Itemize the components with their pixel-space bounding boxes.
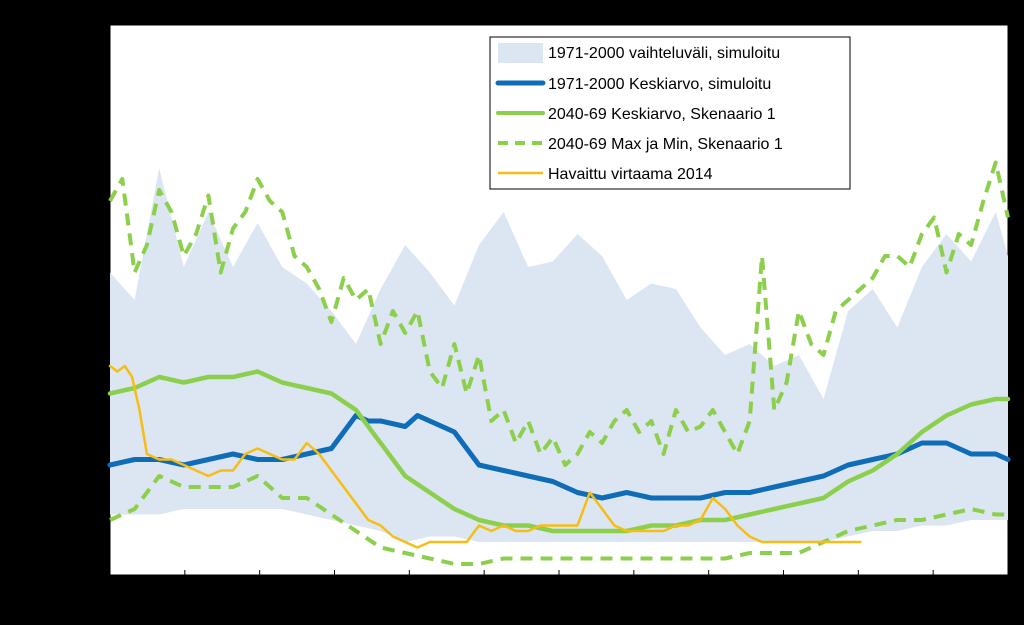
- series-line-dashed: [109, 474, 1008, 566]
- x-axis-ticks: [184, 570, 934, 575]
- legend-label: 1971-2000 vaihteluväli, simuloitu: [548, 45, 780, 62]
- legend-label: Havaittu virtaama 2014: [548, 166, 713, 183]
- series-line-mean-1971: [107, 413, 1011, 501]
- plot-layer: [107, 160, 1011, 575]
- legend-entry-mean-1971: 1971-2000 Keskiarvo, simuloitu: [495, 76, 771, 93]
- legend-swatch-range: [498, 43, 543, 63]
- series-line-mean-2040: [107, 369, 1011, 534]
- legend-entry-maxmin-2040: 2040-69 Max ja Min, Skenaario 1: [498, 136, 783, 153]
- legend-label: 1971-2000 Keskiarvo, simuloitu: [548, 76, 771, 93]
- legend-box: [489, 36, 851, 190]
- legend-entry-mean-2040: 2040-69 Keskiarvo, Skenaario 1: [496, 106, 776, 123]
- legend-label: 2040-69 Max ja Min, Skenaario 1: [548, 136, 783, 153]
- series-line-dashed: [108, 160, 1010, 467]
- series-line-observed: [108, 364, 862, 549]
- legend: 1971-2000 vaihteluväli, simuloitu 1971-2…: [489, 36, 851, 190]
- legend-label: 2040-69 Keskiarvo, Skenaario 1: [548, 106, 776, 123]
- legend-entry-range: 1971-2000 vaihteluväli, simuloitu: [498, 43, 780, 63]
- legend-entry-observed-2014: Havaittu virtaama 2014: [498, 166, 713, 183]
